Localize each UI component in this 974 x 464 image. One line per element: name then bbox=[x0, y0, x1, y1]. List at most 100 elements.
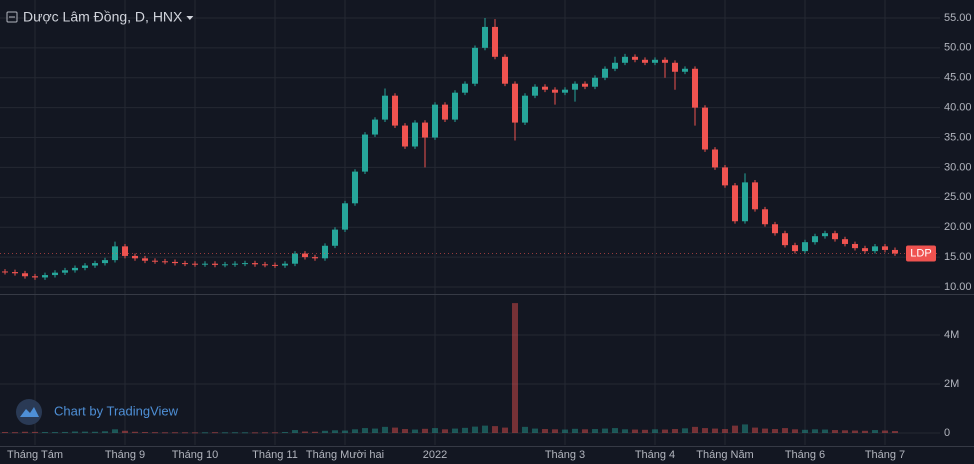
candle-body bbox=[332, 229, 338, 246]
volume-bar bbox=[582, 429, 588, 433]
candle-body bbox=[282, 263, 288, 266]
candle-body bbox=[342, 203, 348, 230]
volume-bar bbox=[62, 431, 68, 433]
volume-bar bbox=[142, 432, 148, 434]
volume-bar bbox=[762, 428, 768, 433]
candle-body bbox=[822, 233, 828, 237]
volume-bar bbox=[222, 432, 228, 434]
watermark: Chart by TradingView bbox=[54, 403, 179, 418]
volume-bar bbox=[832, 430, 838, 433]
candle-body bbox=[42, 275, 48, 278]
y-tick-label: 45.00 bbox=[944, 72, 972, 84]
volume-bar bbox=[392, 427, 398, 433]
last-price-badge bbox=[906, 245, 936, 262]
volume-bar bbox=[362, 428, 368, 433]
candle-body bbox=[382, 95, 388, 120]
volume-bar bbox=[792, 429, 798, 433]
candle-body bbox=[762, 209, 768, 225]
volume-bar bbox=[892, 431, 898, 433]
candle-body bbox=[492, 26, 498, 57]
candle-body bbox=[102, 260, 108, 264]
volume-bar bbox=[412, 429, 418, 433]
candle-body bbox=[72, 267, 78, 271]
candle-body bbox=[542, 86, 548, 90]
chart-title: Dược Lâm Đồng, D, HNX bbox=[23, 9, 183, 25]
volume-bar bbox=[422, 428, 428, 433]
volume-bar bbox=[542, 429, 548, 433]
y-tick-label: 20.00 bbox=[944, 221, 972, 233]
volume-bar bbox=[442, 429, 448, 433]
volume-bar bbox=[592, 429, 598, 433]
candle-body bbox=[212, 263, 218, 265]
volume-bar bbox=[822, 429, 828, 433]
volume-bar bbox=[292, 430, 298, 433]
volume-bar bbox=[862, 430, 868, 433]
volume-bar bbox=[682, 428, 688, 433]
collapse-icon[interactable] bbox=[6, 11, 18, 23]
volume-bar bbox=[232, 432, 238, 434]
volume-bar bbox=[802, 429, 808, 433]
volume-bar bbox=[722, 429, 728, 433]
symbol-menu-caret[interactable] bbox=[186, 16, 194, 20]
candle-body bbox=[442, 104, 448, 120]
candle-body bbox=[752, 182, 758, 210]
candle-body bbox=[802, 242, 808, 252]
volume-bar bbox=[692, 426, 698, 433]
grid bbox=[0, 0, 940, 445]
x-tick-label: Tháng 11 bbox=[252, 449, 298, 461]
volume-bar bbox=[2, 432, 8, 434]
candle-body bbox=[612, 62, 618, 69]
x-tick-label: Tháng 7 bbox=[865, 449, 905, 461]
volume-bar bbox=[782, 428, 788, 433]
volume-bar bbox=[92, 431, 98, 433]
candle-body bbox=[262, 264, 268, 266]
volume-bar bbox=[102, 431, 108, 433]
candle-body bbox=[312, 257, 318, 259]
volume-bar bbox=[282, 432, 288, 434]
volume-bar bbox=[212, 432, 218, 434]
series-name-label: LDP bbox=[910, 247, 931, 259]
candle-body bbox=[782, 233, 788, 246]
volume-bar bbox=[372, 428, 378, 433]
candle-body bbox=[552, 89, 558, 93]
volume-bar bbox=[882, 430, 888, 433]
candle-body bbox=[122, 246, 128, 256]
candle-body bbox=[652, 59, 658, 63]
candle-body bbox=[352, 171, 358, 204]
x-tick-label: Tháng Mười hai bbox=[306, 449, 384, 461]
volume-bar bbox=[462, 427, 468, 433]
candle-body bbox=[632, 56, 638, 60]
candle-body bbox=[472, 47, 478, 84]
candle-body bbox=[702, 107, 708, 150]
x-tick-label: Tháng 9 bbox=[105, 449, 145, 461]
candle-body bbox=[132, 255, 138, 259]
volume-bar bbox=[572, 428, 578, 433]
candle-body bbox=[322, 245, 328, 259]
candle-body bbox=[692, 68, 698, 108]
candle-body bbox=[772, 224, 778, 234]
candle-body bbox=[162, 261, 168, 263]
candle-body bbox=[672, 62, 678, 72]
x-tick-label: Tháng Tám bbox=[7, 449, 63, 461]
x-tick-label: 2022 bbox=[423, 449, 447, 461]
volume-bar bbox=[332, 430, 338, 433]
volume-bar bbox=[182, 432, 188, 434]
volume-bar bbox=[652, 429, 658, 433]
candle-body bbox=[852, 243, 858, 249]
volume-bar bbox=[752, 427, 758, 433]
candle-body bbox=[92, 263, 98, 266]
candle-body bbox=[462, 83, 468, 93]
y-tick-label: 55.00 bbox=[944, 12, 972, 24]
candle-body bbox=[242, 263, 248, 265]
candle-body bbox=[182, 263, 188, 265]
volume-bar bbox=[482, 425, 488, 433]
candle-body bbox=[592, 77, 598, 87]
candle-body bbox=[82, 265, 88, 268]
volume-bar bbox=[352, 429, 358, 433]
volume-bar bbox=[502, 427, 508, 433]
volume-bar bbox=[492, 426, 498, 433]
volume-bar bbox=[42, 432, 48, 434]
volume-bar bbox=[562, 429, 568, 433]
